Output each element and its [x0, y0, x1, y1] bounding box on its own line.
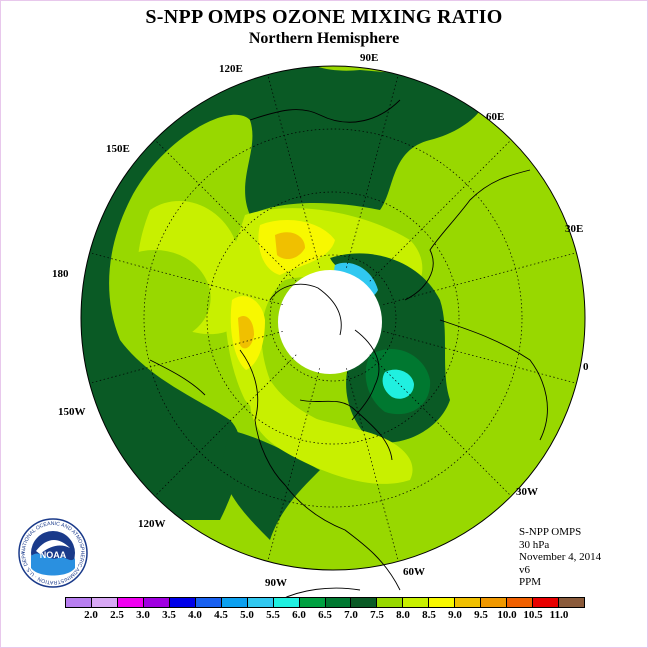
field-yellowgreen-south [250, 400, 413, 484]
colorbar-tick-label: 11.0 [549, 609, 569, 621]
meridian-line [267, 74, 320, 268]
colorbar-segment [429, 598, 456, 607]
colorbar-segment [533, 598, 560, 607]
meridian-line [89, 252, 283, 305]
colorbar-segment [455, 598, 482, 607]
colorbar-tick-label: 7.0 [344, 609, 358, 621]
colorbar-tick-label: 5.0 [240, 609, 254, 621]
colorbar-segment [351, 598, 378, 607]
colorbar-segment [325, 598, 352, 607]
lon-label-90w: 90W [265, 577, 287, 589]
latitude-circle [143, 128, 523, 508]
colorbar-segment [91, 598, 118, 607]
colorbar-tick-label: 7.5 [370, 609, 384, 621]
colorbar-segment [299, 598, 326, 607]
colorbar-segment [481, 598, 508, 607]
meridian-line [154, 354, 297, 497]
colorbar-segment [195, 598, 222, 607]
meridian-line [369, 139, 512, 282]
meridian-line [383, 252, 577, 305]
colorbar-segment [559, 598, 585, 607]
ozone-field [81, 66, 585, 570]
colorbar [65, 597, 585, 608]
lon-label-120e: 120E [219, 63, 243, 75]
colorbar-tick-label: 9.5 [474, 609, 488, 621]
field-orange-north [275, 232, 305, 260]
latitude-circle [206, 191, 460, 445]
lon-label-180: 180 [52, 268, 69, 280]
field-cyan-east [382, 369, 414, 399]
pole-no-data [278, 270, 382, 374]
info-date: November 4, 2014 [519, 551, 602, 563]
meridian-line [154, 139, 297, 282]
coastlines [149, 99, 548, 601]
lon-label-30w: 30W [516, 486, 538, 498]
lon-label-150e: 150E [106, 143, 130, 155]
map-title: S-NPP OMPS OZONE MIXING RATIO [145, 6, 503, 28]
meridian-line [89, 331, 283, 384]
field-dark-green-south [220, 430, 320, 540]
colorbar-segment [117, 598, 144, 607]
colorbar-tick-label: 8.0 [396, 609, 410, 621]
colorbar-tick-label: 6.0 [292, 609, 306, 621]
meridian-line [346, 74, 399, 268]
info-instrument: S-NPP OMPS [519, 526, 582, 538]
colorbar-segment [169, 598, 196, 607]
meridian-line [369, 354, 512, 497]
lon-label-60e: 60E [486, 111, 505, 123]
colorbar-segment [66, 598, 92, 607]
colorbar-tick-label: 2.5 [110, 609, 124, 621]
colorbar-segment [221, 598, 248, 607]
colorbar-tick-label: 10.0 [497, 609, 517, 621]
lon-label-120w: 120W [138, 518, 166, 530]
colorbar-tick-label: 6.5 [318, 609, 332, 621]
field-dark-green-west [81, 66, 487, 520]
logo-text: NOAA [40, 550, 67, 560]
map-subtitle: Northern Hemisphere [248, 30, 400, 47]
meridian-line [267, 368, 320, 562]
meridian-line [346, 368, 399, 562]
field-green-pacific-blob [114, 250, 211, 345]
map-boundary [80, 65, 586, 571]
colorbar-segment [507, 598, 534, 607]
colorbar-tick-label: 8.5 [422, 609, 436, 621]
colorbar-tick-label: 2.0 [84, 609, 98, 621]
meridian-line [383, 331, 577, 384]
lon-label-30e: 30E [565, 223, 584, 235]
lon-label-60w: 60W [403, 566, 425, 578]
graticule [89, 74, 577, 562]
colorbar-tick-label: 9.0 [448, 609, 462, 621]
colorbar-segment [403, 598, 430, 607]
info-units: PPM [519, 576, 542, 588]
noaa-logo: NATIONAL OCEANIC AND ATMOSPHERIC ADMINIS… [18, 518, 88, 588]
colorbar-tick-label: 4.5 [214, 609, 228, 621]
lon-label-0: 0 [583, 361, 589, 373]
colorbar-tick-label: 3.5 [162, 609, 176, 621]
info-level: 30 hPa [519, 538, 550, 551]
colorbar-segment [377, 598, 404, 607]
lon-label-90e: 90E [360, 52, 379, 64]
colorbar-segment [143, 598, 170, 607]
colorbar-segment [247, 598, 274, 607]
field-orange-west [238, 315, 254, 349]
colorbar-tick-label: 4.0 [188, 609, 202, 621]
latitude-circle [269, 254, 397, 382]
lon-label-150w: 150W [58, 406, 86, 418]
colorbar-tick-label: 3.0 [136, 609, 150, 621]
info-block: S-NPP OMPS 30 hPa November 4, 2014 v6 PP… [519, 526, 601, 589]
info-version: v6 [519, 563, 530, 576]
colorbar-tick-label: 10.5 [523, 609, 543, 621]
colorbar-tick-label: 5.5 [266, 609, 280, 621]
colorbar-segment [273, 598, 300, 607]
